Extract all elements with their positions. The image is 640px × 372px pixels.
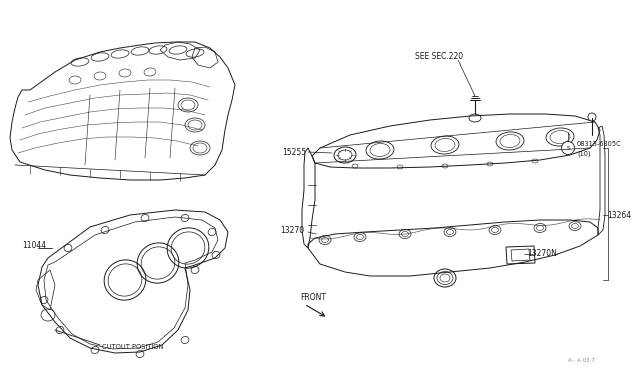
Text: (10): (10)	[577, 151, 591, 157]
Text: 13270: 13270	[280, 225, 304, 234]
Text: 08313-6305C: 08313-6305C	[577, 141, 621, 147]
Circle shape	[588, 113, 596, 121]
Text: A·· A 03·7: A·· A 03·7	[568, 357, 595, 362]
Circle shape	[561, 141, 575, 154]
Text: 11044: 11044	[22, 241, 46, 250]
Text: 15255: 15255	[282, 148, 306, 157]
Text: 13264: 13264	[607, 211, 631, 219]
Text: S: S	[566, 145, 570, 151]
Text: CUTOUT POSITION: CUTOUT POSITION	[102, 344, 163, 350]
Text: FRONT: FRONT	[300, 294, 326, 302]
Text: 13270N: 13270N	[527, 250, 557, 259]
Text: SEE SEC.220: SEE SEC.220	[415, 51, 463, 61]
